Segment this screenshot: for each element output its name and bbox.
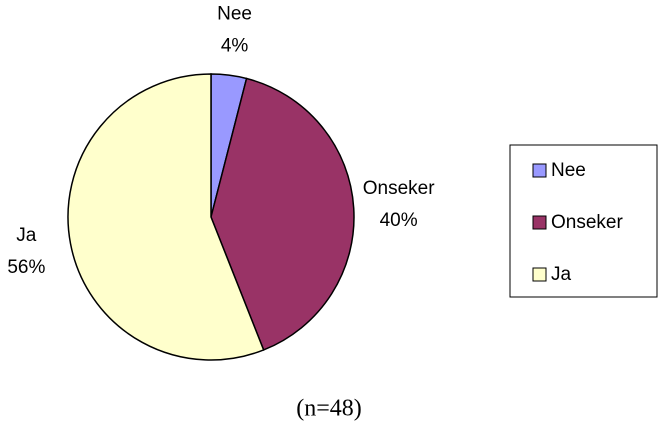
caption: (n=48)	[296, 396, 362, 422]
slice-value: 56%	[7, 257, 45, 278]
legend-label: Ja	[551, 264, 572, 285]
legend-label: Onseker	[551, 212, 623, 233]
slice-value: 40%	[380, 210, 418, 231]
slice-label: Onseker	[363, 178, 435, 199]
slice-label: Ja	[16, 225, 37, 246]
legend-swatch	[532, 163, 547, 178]
legend-swatch	[532, 267, 547, 282]
legend-label: Nee	[551, 160, 586, 181]
legend-swatch	[532, 215, 547, 230]
slice-label: Nee	[217, 3, 252, 24]
pie-slice	[67, 73, 265, 361]
pie-slice	[210, 77, 355, 351]
slice-value: 4%	[221, 35, 249, 56]
